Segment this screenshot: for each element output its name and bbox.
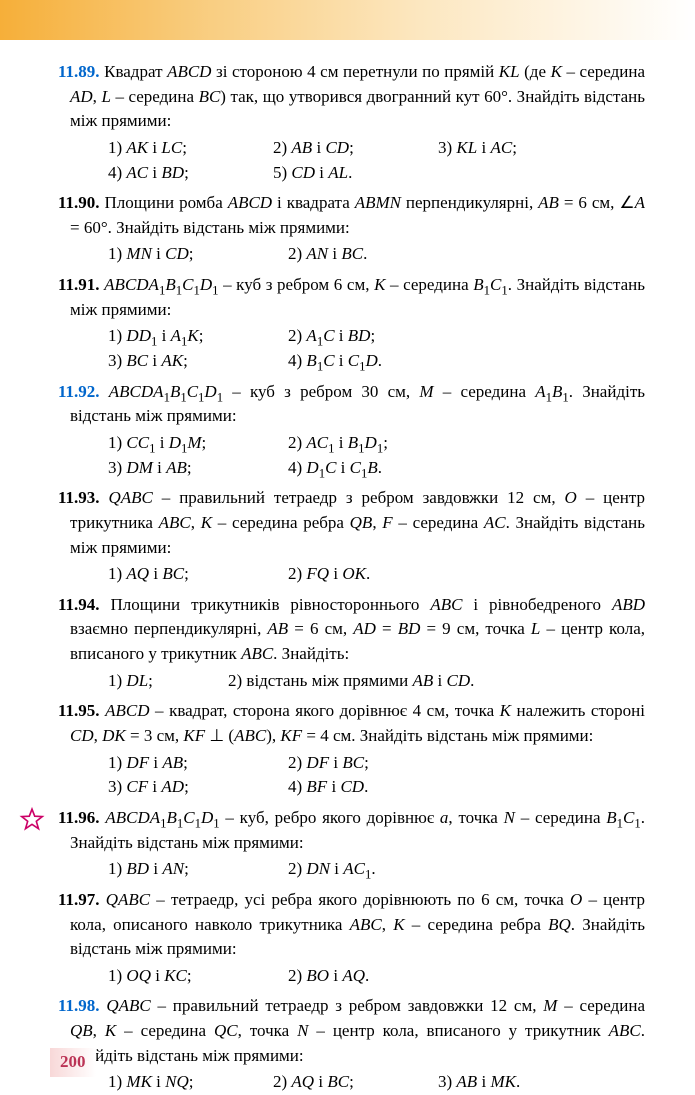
subitem: 3) AB і MK. [438,1070,603,1095]
problem-text: Площини трикутників рівностороннього ABC… [70,595,645,663]
problem-text: ABCDA1B1C1D1 – куб, ребро якого дорівнює… [70,808,645,852]
problem-number: 11.96. [58,808,100,827]
problem-number: 11.92. [58,382,100,401]
subitem-row: 1) AK і LC;2) AB і CD;3) KL і AC; [108,136,645,161]
problem-number: 11.90. [58,193,100,212]
problem-text: Квадрат ABCD зі стороною 4 см перетнули … [70,62,645,130]
subitem: 4) B1C і C1D. [288,349,468,374]
subitem: 1) DL; [108,669,228,694]
subitem: 4) AC і BD; [108,161,273,186]
problem-number: 11.89. [58,62,100,81]
subitem: 2) A1C і BD; [288,324,468,349]
subitem: 5) CD і AL. [273,161,438,186]
problem-number: 11.97. [58,890,100,909]
problem: 11.91. ABCDA1B1C1D1 – куб з ребром 6 см,… [70,273,645,374]
subitem-row: 1) DF і AB;2) DF і BC; [108,751,645,776]
subitem: 2) AC1 і B1D1; [288,431,468,456]
problem-subitems: 1) DD1 і A1K;2) A1C і BD;3) BC і AK;4) B… [70,324,645,373]
subitem-row: 1) DL;2) відстань між прямими AB і CD. [108,669,645,694]
problem-subitems: 1) BD і AN;2) DN і AC1. [70,857,645,882]
subitem: 1) DF і AB; [108,751,288,776]
subitem-row: 3) BC і AK;4) B1C і C1D. [108,349,645,374]
problem-number: 11.91. [58,275,100,294]
subitem: 3) KL і AC; [438,136,603,161]
problem-number: 11.93. [58,488,100,507]
page-content: 11.89. Квадрат ABCD зі стороною 4 см пер… [0,0,695,1095]
subitem: 2) AN і BC. [288,242,468,267]
subitem: 1) MN і CD; [108,242,288,267]
subitem-row: 1) CC1 і D1M;2) AC1 і B1D1; [108,431,645,456]
subitem-row: 1) AQ і BC;2) FQ і OK. [108,562,645,587]
subitem: 2) BO і AQ. [288,964,468,989]
subitem-row: 1) MN і CD;2) AN і BC. [108,242,645,267]
subitem: 1) CC1 і D1M; [108,431,288,456]
subitem: 4) BF і CD. [288,775,468,800]
subitem: 1) OQ і KC; [108,964,288,989]
subitem: 1) DD1 і A1K; [108,324,288,349]
problem-text: Площини ромба ABCD і квадрата ABMN перпе… [70,193,645,237]
problem-number: 11.95. [58,701,100,720]
problem: 11.94. Площини трикутників рівностороннь… [70,593,645,694]
subitem: 1) MK і NQ; [108,1070,273,1095]
problem-subitems: 1) CC1 і D1M;2) AC1 і B1D1;3) DM і AB;4)… [70,431,645,480]
page-number: 200 [50,1048,96,1077]
subitem: 2) DN і AC1. [288,857,468,882]
problem: 11.97. QABC – тетраедр, усі ребра якого … [70,888,645,989]
problem-subitems: 1) AK і LC;2) AB і CD;3) KL і AC;4) AC і… [70,136,645,185]
problem-text: ABCD – квадрат, сторона якого дорівнює 4… [70,701,645,745]
problem: 11.96. ABCDA1B1C1D1 – куб, ребро якого д… [70,806,645,882]
subitem-row: 3) DM і AB;4) D1C і C1B. [108,456,645,481]
subitem: 3) CF і AD; [108,775,288,800]
subitem: 4) D1C і C1B. [288,456,468,481]
problem: 11.89. Квадрат ABCD зі стороною 4 см пер… [70,60,645,185]
problem-subitems: 1) MN і CD;2) AN і BC. [70,242,645,267]
subitem: 2) відстань між прямими AB і CD. [228,669,474,694]
star-icon [18,806,46,834]
problem-text: QABC – тетраедр, усі ребра якого дорівню… [70,890,645,958]
problem-number: 11.94. [58,595,100,614]
problem: 11.92. ABCDA1B1C1D1 – куб з ребром 30 см… [70,380,645,481]
problem: 11.95. ABCD – квадрат, сторона якого дор… [70,699,645,800]
problem: 11.98. QABC – правильний тетраедр з ребр… [70,994,645,1095]
problem-subitems: 1) OQ і KC;2) BO і AQ. [70,964,645,989]
subitem-row: 1) OQ і KC;2) BO і AQ. [108,964,645,989]
problem-subitems: 1) MK і NQ;2) AQ і BC;3) AB і MK. [70,1070,645,1095]
subitem-row: 1) BD і AN;2) DN і AC1. [108,857,645,882]
subitem: 2) AB і CD; [273,136,438,161]
problem-subitems: 1) DF і AB;2) DF і BC;3) CF і AD;4) BF і… [70,751,645,800]
subitem: 3) BC і AK; [108,349,288,374]
subitem: 1) BD і AN; [108,857,288,882]
subitem: 1) AQ і BC; [108,562,288,587]
subitem: 3) DM і AB; [108,456,288,481]
problem: 11.93. QABC – правильний тетраедр з ребр… [70,486,645,587]
subitem: 2) FQ і OK. [288,562,468,587]
subitem: 1) AK і LC; [108,136,273,161]
problem-subitems: 1) DL;2) відстань між прямими AB і CD. [70,669,645,694]
problem-text: QABC – правильний тетраедр з ребром завд… [70,996,645,1064]
problem: 11.90. Площини ромба ABCD і квадрата ABM… [70,191,645,267]
subitem: 2) DF і BC; [288,751,468,776]
subitem-row: 1) DD1 і A1K;2) A1C і BD; [108,324,645,349]
problem-text: QABC – правильний тетраедр з ребром завд… [70,488,645,556]
problem-subitems: 1) AQ і BC;2) FQ і OK. [70,562,645,587]
problem-text: ABCDA1B1C1D1 – куб з ребром 30 см, M – с… [70,382,645,426]
subitem-row: 1) MK і NQ;2) AQ і BC;3) AB і MK. [108,1070,645,1095]
subitem-row: 4) AC і BD;5) CD і AL. [108,161,645,186]
subitem: 2) AQ і BC; [273,1070,438,1095]
problem-text: ABCDA1B1C1D1 – куб з ребром 6 см, K – се… [70,275,645,319]
subitem-row: 3) CF і AD;4) BF і CD. [108,775,645,800]
problem-number: 11.98. [58,996,100,1015]
